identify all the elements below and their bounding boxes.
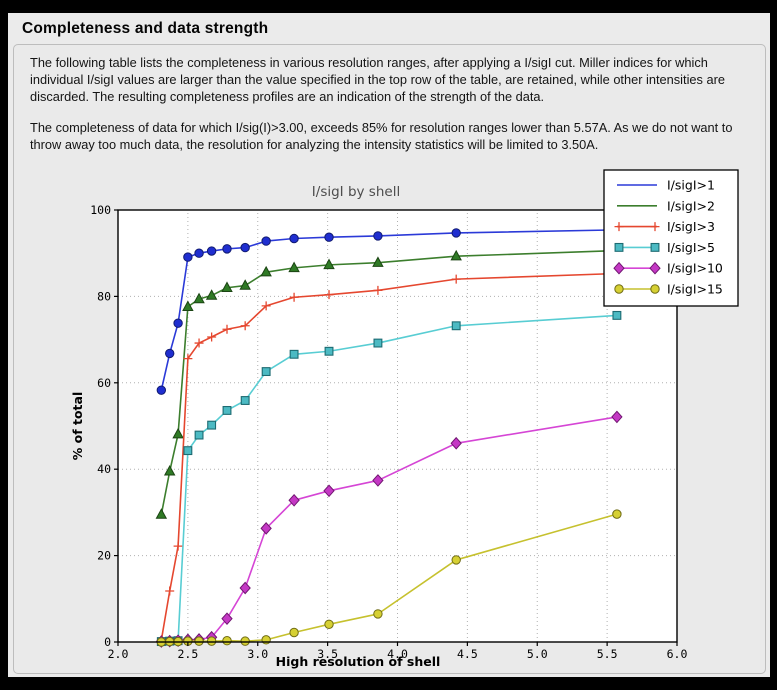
series-i-sigi-2 — [155, 244, 623, 519]
legend-item-i-sigi-15: I/sigI>15 — [614, 282, 723, 297]
x-tick-label: 3.5 — [317, 647, 338, 661]
legend-label: I/sigI>1 — [667, 178, 715, 193]
legend-box — [603, 169, 739, 307]
chart-title: I/sigI by shell — [312, 184, 400, 200]
y-tick-label: 80 — [97, 289, 111, 303]
legend-item-i-sigi-3: I/sigI>3 — [614, 219, 715, 234]
legend-label: I/sigI>5 — [667, 240, 715, 255]
y-tick-label: 60 — [97, 376, 111, 390]
paragraph-resolution-conclusion: The completeness of data for which I/sig… — [30, 120, 733, 152]
page-title: Completeness and data strength — [22, 20, 269, 37]
series-i-sigi-5 — [156, 310, 622, 647]
y-tick-label: 0 — [104, 635, 111, 649]
series-i-sigi-1 — [156, 225, 622, 395]
x-tick-label: 3.0 — [247, 647, 268, 661]
legend-item-i-sigi-2: I/sigI>2 — [617, 198, 715, 213]
x-tick-label: 4.0 — [387, 647, 408, 661]
x-tick-label: 2.0 — [108, 647, 129, 661]
x-tick-label: 4.5 — [457, 647, 478, 661]
legend-item-i-sigi-1: I/sigI>1 — [617, 178, 715, 193]
x-tick-label: 2.5 — [177, 647, 198, 661]
legend-item-i-sigi-10: I/sigI>10 — [613, 261, 723, 276]
paragraph-description: The following table lists the completene… — [30, 55, 725, 104]
y-axis-label: % of total — [70, 392, 85, 461]
legend-label: I/sigI>3 — [667, 219, 715, 234]
y-tick-label: 40 — [97, 462, 111, 476]
x-axis-label: High resolution of shell — [276, 654, 441, 669]
chart-axes: 2.0 2.5 3.0 3.5 4.0 4.5 5.0 5.5 6.0 0 20 40 60 80 100 — [90, 203, 687, 661]
series-i-sigi-3 — [156, 269, 622, 645]
y-tick-label: 20 — [97, 549, 111, 563]
x-tick-label: 6.0 — [667, 647, 688, 661]
legend-label: I/sigI>10 — [667, 261, 723, 276]
chart-series — [155, 225, 623, 648]
y-tick-label: 100 — [90, 203, 111, 217]
chart-legend: I/sigI>1 I/sigI>2 I/sigI>3 I/sigI>5 I/sigI>1… — [603, 169, 739, 307]
x-tick-label: 5.0 — [527, 647, 548, 661]
legend-item-i-sigi-5: I/sigI>5 — [614, 240, 715, 255]
chart-grid — [118, 210, 677, 642]
x-tick-label: 5.5 — [597, 647, 618, 661]
legend-label: I/sigI>15 — [667, 282, 723, 297]
legend-label: I/sigI>2 — [667, 198, 715, 213]
